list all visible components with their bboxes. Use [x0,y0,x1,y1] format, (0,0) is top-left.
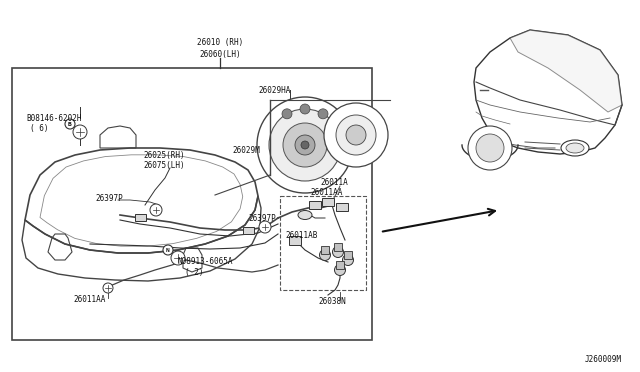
Circle shape [283,123,327,167]
Text: 26025(RH): 26025(RH) [143,151,184,160]
Circle shape [295,135,315,155]
Circle shape [346,125,366,145]
Circle shape [150,204,162,216]
Circle shape [282,109,292,119]
Text: B: B [68,122,72,126]
Text: 26011AB: 26011AB [285,231,317,240]
Ellipse shape [561,140,589,156]
Circle shape [163,245,173,255]
Text: 26011AA: 26011AA [74,295,106,305]
Text: 26011A: 26011A [320,177,348,186]
Text: N08913-6065A: N08913-6065A [177,257,232,266]
Ellipse shape [566,143,584,153]
Circle shape [300,104,310,114]
Text: 26010 (RH): 26010 (RH) [197,38,243,46]
Bar [309,201,321,209]
Text: ( 2): ( 2) [185,267,204,276]
Circle shape [65,119,75,129]
Circle shape [73,125,87,139]
Text: B08146-6202H: B08146-6202H [26,113,81,122]
Text: 26029HA: 26029HA [258,86,291,94]
Circle shape [301,141,309,149]
Bar [336,203,348,211]
Circle shape [319,250,330,260]
Bar [336,261,344,269]
Bar [322,198,334,206]
Bar [12,68,372,340]
Circle shape [324,103,388,167]
Circle shape [257,97,353,193]
Circle shape [318,109,328,119]
Bar [344,251,352,259]
Text: 26075(LH): 26075(LH) [143,160,184,170]
Text: J260009M: J260009M [585,356,622,365]
Text: 26038N: 26038N [318,298,346,307]
Text: 26011AA: 26011AA [310,187,342,196]
Bar [321,246,329,254]
Circle shape [103,283,113,293]
Circle shape [269,109,341,181]
Bar [243,227,253,234]
Text: ( 6): ( 6) [30,124,49,132]
Bar [134,214,145,221]
Circle shape [333,247,344,257]
Circle shape [335,264,346,276]
Circle shape [336,115,376,155]
Circle shape [468,126,512,170]
Bar [289,235,301,244]
Text: 26397P: 26397P [248,214,276,222]
Circle shape [259,221,271,233]
Text: 26029M: 26029M [232,145,260,154]
Text: N: N [166,247,170,253]
Circle shape [171,251,185,265]
Polygon shape [510,30,622,112]
Circle shape [342,254,353,266]
Circle shape [476,134,504,162]
Text: 26060(LH): 26060(LH) [199,49,241,58]
Bar [334,243,342,251]
Ellipse shape [298,211,312,219]
Text: 26397P: 26397P [95,193,123,202]
Bar [280,196,366,290]
